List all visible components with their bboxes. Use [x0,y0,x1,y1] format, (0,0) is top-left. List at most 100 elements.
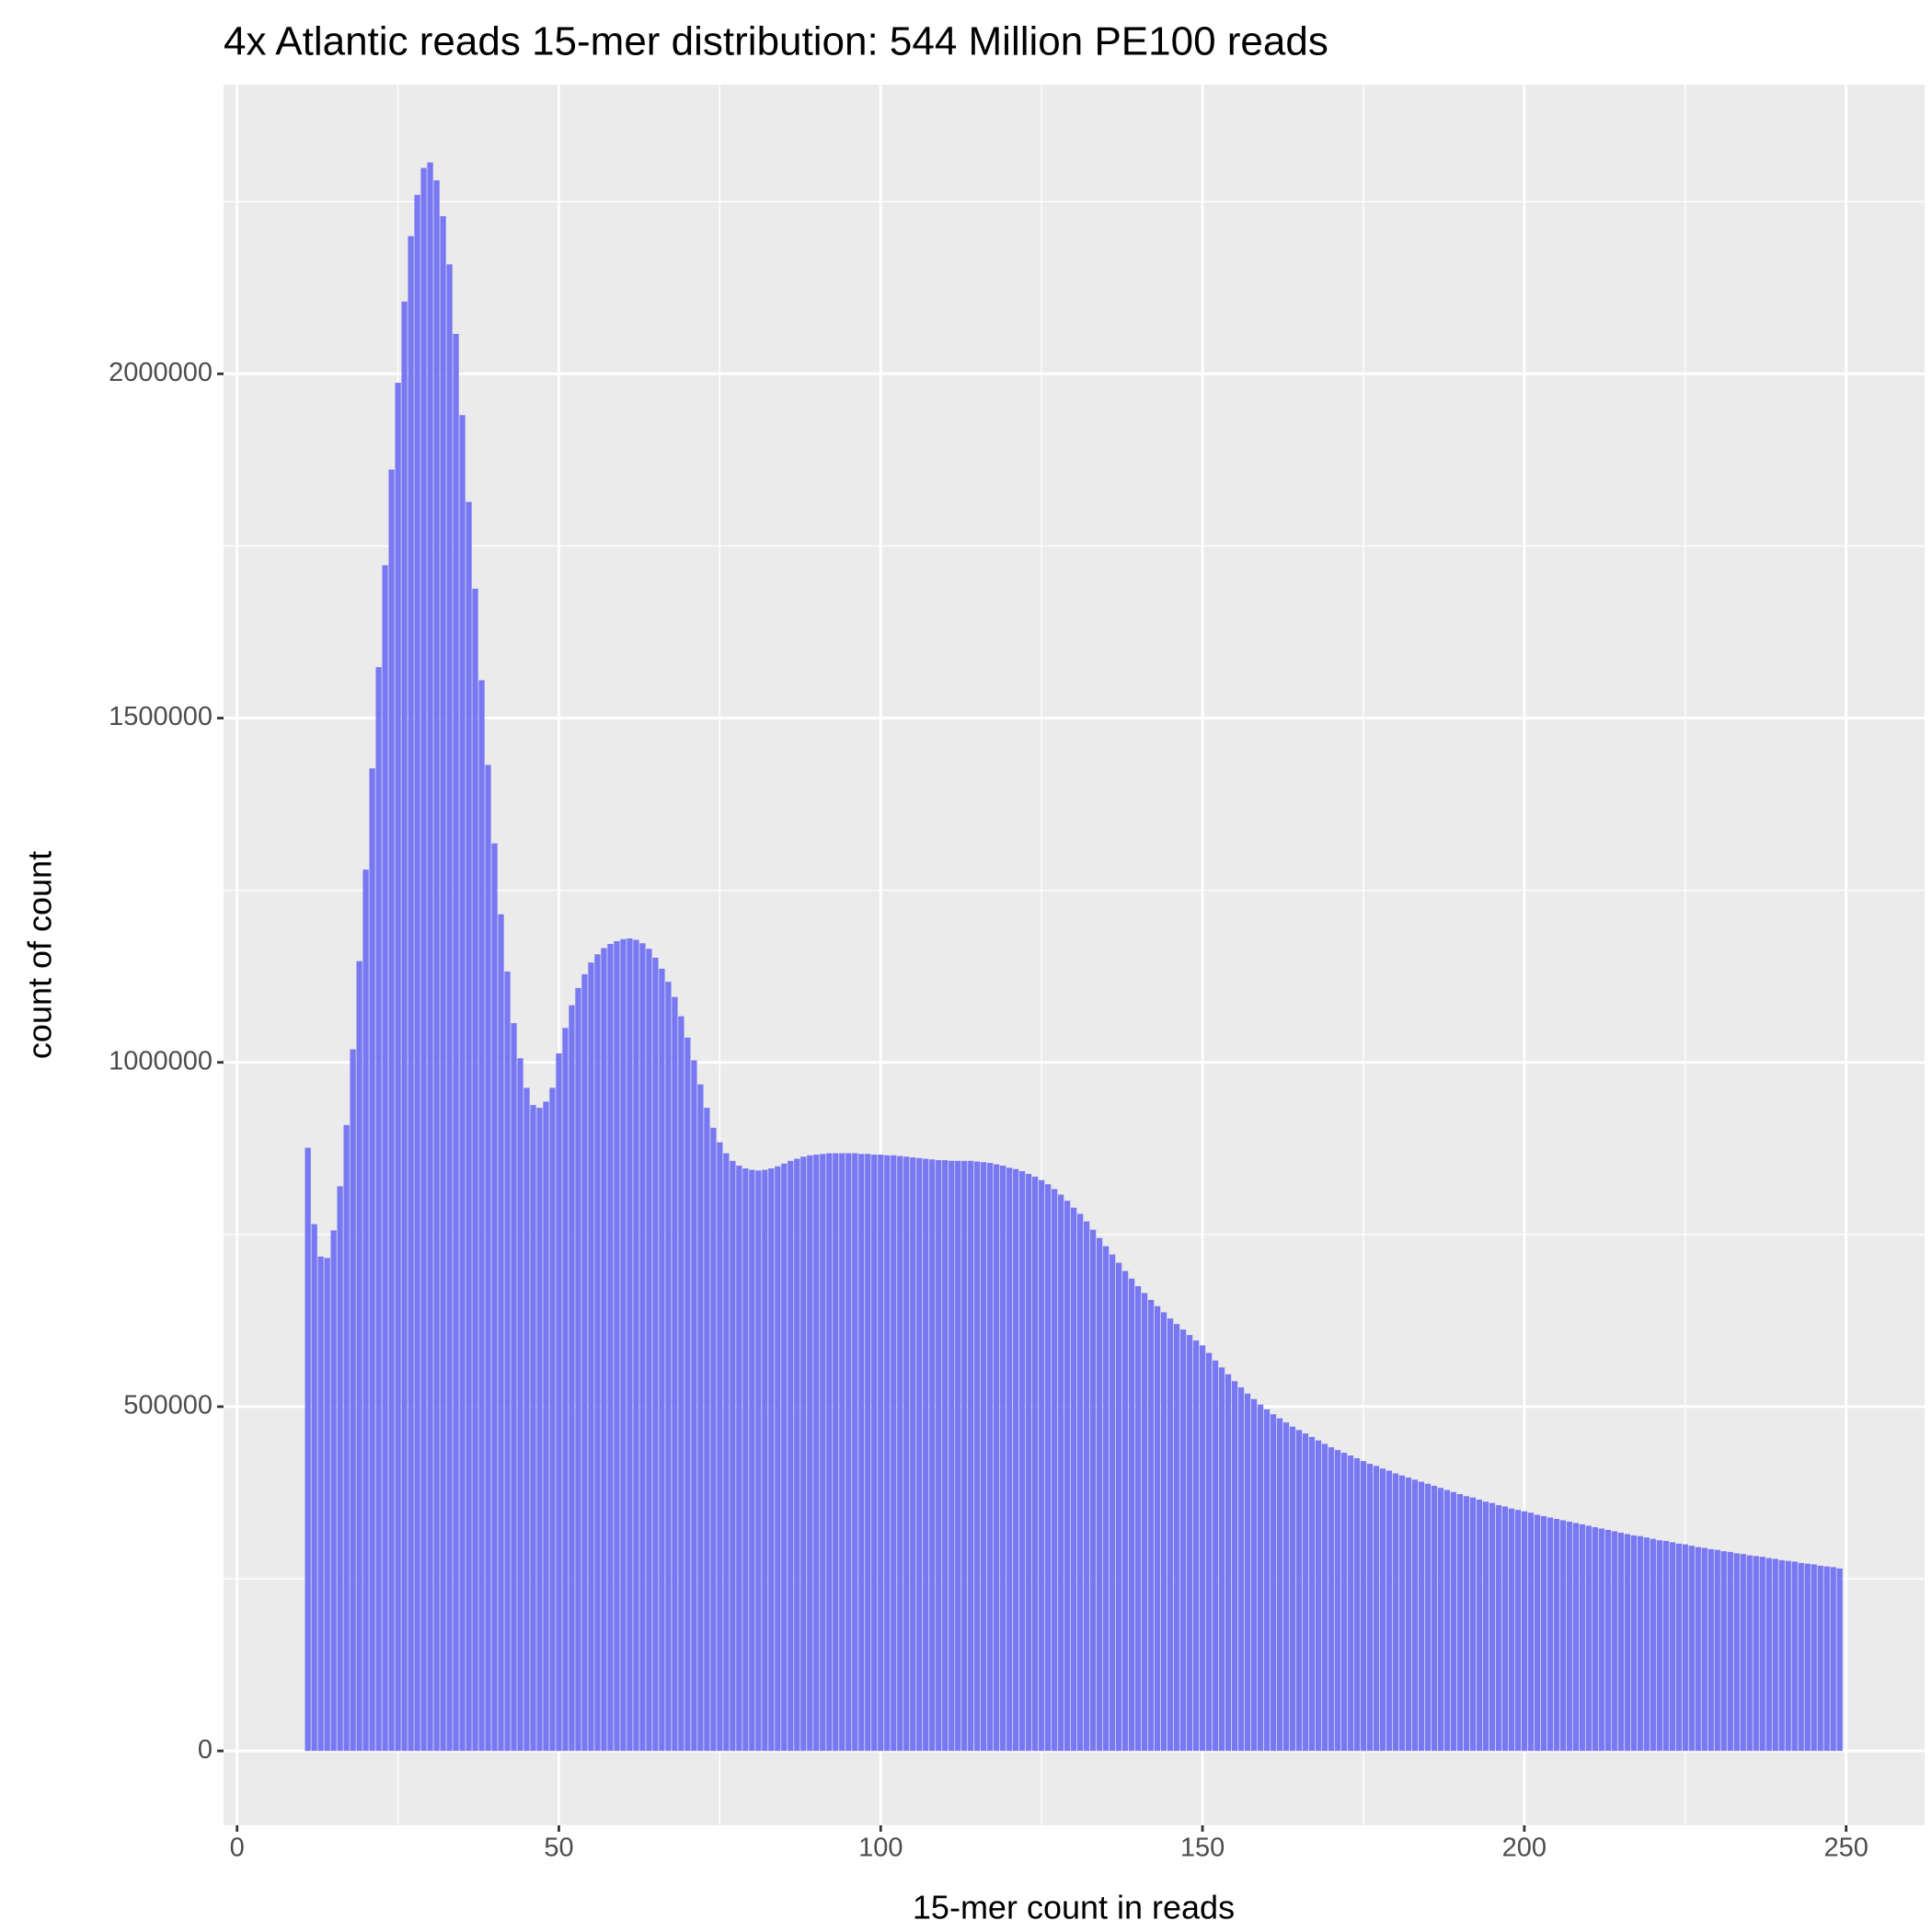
bar [652,957,659,1752]
bar [1617,1532,1624,1752]
bar [1231,1381,1238,1752]
bar [1000,1166,1006,1752]
bar [523,1087,530,1752]
bar [1637,1535,1643,1752]
bar [839,1153,845,1752]
bar [1179,1329,1187,1752]
bar [1315,1440,1322,1752]
bar [1347,1455,1354,1752]
bar [1386,1470,1393,1752]
bar [401,301,408,1752]
bar [981,1162,987,1752]
x-tick-label: 0 [230,1834,245,1863]
bar [691,1060,697,1752]
bar [1669,1542,1675,1752]
bar [1218,1367,1225,1752]
bar [1592,1526,1598,1752]
bar [433,180,440,1752]
bar [362,869,369,1752]
bar [1089,1229,1097,1752]
bar [1032,1176,1039,1752]
bar [543,1101,549,1752]
bar [1263,1409,1271,1752]
bar [936,1160,942,1752]
bar [775,1166,781,1752]
bar [627,938,633,1752]
bar [1076,1213,1084,1752]
bar [1328,1447,1335,1752]
bar [665,982,672,1752]
bar [1450,1491,1457,1752]
bar [1727,1551,1733,1752]
bar [614,941,620,1752]
bar [813,1155,820,1752]
bar [1688,1546,1695,1752]
x-tick-label: 100 [858,1834,903,1863]
bar [1675,1543,1682,1752]
chart-title: 4x Atlantic reads 15-mer distribution: 5… [224,19,1328,64]
bar [1463,1496,1470,1752]
x-tick-label: 250 [1823,1834,1868,1863]
bar [1643,1537,1650,1752]
bar [498,914,504,1752]
bar [749,1169,755,1752]
bar [1424,1483,1432,1752]
bar [923,1158,929,1752]
bar [1026,1173,1032,1752]
bar [1212,1360,1219,1752]
bar [1225,1374,1232,1752]
bar [1611,1531,1617,1752]
bar [549,1087,556,1752]
bar [1746,1555,1753,1752]
bar [858,1154,865,1752]
bar [375,667,382,1752]
bar [659,968,665,1752]
bar [1045,1184,1052,1752]
bar [511,1023,517,1752]
bar [1257,1404,1264,1752]
x-tick-label: 200 [1502,1834,1547,1863]
bar [1186,1335,1193,1752]
bar [1405,1478,1412,1752]
bar [891,1155,897,1752]
bar [504,971,511,1752]
bar [1740,1554,1746,1752]
bar [1134,1285,1142,1752]
bar [1836,1568,1843,1752]
bar [517,1058,523,1752]
bar [581,973,588,1752]
bar [903,1156,910,1752]
bar [330,1230,337,1752]
bar [478,680,485,1752]
bar [530,1105,536,1752]
bar [350,1049,356,1752]
bar [1392,1473,1399,1752]
bar [794,1158,800,1752]
bar [1489,1502,1496,1752]
x-tick-label: 150 [1180,1834,1225,1863]
bar [1019,1171,1026,1752]
bar [607,944,614,1752]
bar [916,1157,923,1752]
bar [1398,1475,1406,1752]
x-tick-label: 50 [544,1834,573,1863]
bar [974,1161,981,1752]
bar [1115,1262,1122,1752]
bar [678,1016,684,1752]
bar [736,1166,742,1752]
bar [311,1224,317,1752]
bar [1360,1461,1367,1752]
bar [1720,1551,1727,1752]
y-tick-label: 1500000 [109,702,213,731]
bar [1282,1422,1290,1752]
bar [1495,1504,1502,1752]
bar [1437,1488,1444,1752]
bar [491,843,498,1752]
bar [1772,1558,1778,1752]
bar [1514,1510,1522,1752]
bar [1064,1201,1071,1752]
bar [536,1108,543,1752]
bar [1270,1414,1277,1752]
bar [1604,1529,1611,1752]
